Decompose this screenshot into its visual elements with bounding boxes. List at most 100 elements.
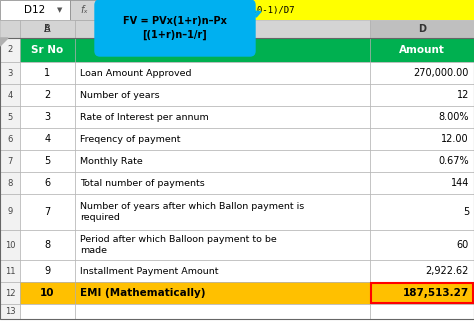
Bar: [20, 106, 75, 128]
Bar: [20, 84, 75, 106]
Bar: [20, 20, 75, 38]
Bar: [20, 282, 75, 304]
Text: 1: 1: [45, 68, 51, 78]
Text: 3: 3: [45, 112, 51, 122]
Text: Sr No: Sr No: [31, 45, 64, 55]
Bar: [0, 38, 474, 319]
Bar: [75, 20, 370, 38]
Text: 4: 4: [45, 134, 51, 144]
Bar: [75, 172, 370, 194]
Text: 2: 2: [8, 45, 13, 54]
Bar: [370, 260, 474, 282]
Text: 6: 6: [7, 134, 13, 143]
Bar: [370, 62, 474, 84]
Text: 7: 7: [45, 207, 51, 217]
Text: Rate of Interest per annum: Rate of Interest per annum: [80, 113, 209, 122]
Bar: [370, 20, 474, 38]
Bar: [20, 230, 75, 260]
Bar: [0, 106, 20, 128]
Bar: [0, 172, 20, 194]
Text: 7: 7: [7, 157, 13, 166]
Bar: [70, 0, 98, 20]
Bar: [371, 283, 473, 303]
Text: C: C: [219, 24, 226, 34]
Text: Number of years after which Ballon payment is
required: Number of years after which Ballon payme…: [80, 202, 304, 222]
Bar: [0, 194, 20, 230]
Bar: [0, 20, 20, 38]
Text: Installment Payment Amount: Installment Payment Amount: [80, 266, 219, 276]
Bar: [75, 260, 370, 282]
Text: 10: 10: [5, 241, 15, 250]
Bar: [0, 260, 20, 282]
Text: 60: 60: [457, 240, 469, 250]
Text: 2: 2: [45, 90, 51, 100]
Text: Period after which Balloon payment to be
made: Period after which Balloon payment to be…: [80, 235, 277, 255]
Bar: [370, 172, 474, 194]
Text: 6: 6: [45, 178, 51, 188]
Text: 13: 13: [5, 307, 15, 316]
Text: 9: 9: [8, 208, 13, 216]
Text: B: B: [44, 24, 51, 34]
Bar: [0, 0, 474, 20]
Bar: [20, 194, 75, 230]
Text: 11: 11: [5, 266, 15, 276]
Text: D12: D12: [24, 5, 46, 15]
Bar: [75, 150, 370, 172]
Text: 8: 8: [45, 240, 51, 250]
Bar: [0, 230, 20, 260]
Text: 12: 12: [456, 90, 469, 100]
Text: Particulars: Particulars: [191, 45, 255, 55]
Bar: [0, 38, 20, 62]
Text: 12: 12: [5, 289, 15, 297]
Text: Loan Amount Approved: Loan Amount Approved: [80, 69, 191, 78]
Bar: [370, 106, 474, 128]
Text: 3: 3: [7, 69, 13, 78]
Text: Total number of payments: Total number of payments: [80, 178, 205, 187]
Bar: [75, 128, 370, 150]
Bar: [0, 62, 20, 84]
Text: 187,513.27: 187,513.27: [403, 288, 469, 298]
Text: D: D: [418, 24, 426, 34]
Bar: [370, 38, 474, 62]
Text: Freqency of payment: Freqency of payment: [80, 134, 181, 143]
Bar: [20, 150, 75, 172]
Text: 2,922.62: 2,922.62: [426, 266, 469, 276]
Bar: [370, 304, 474, 319]
Bar: [0, 150, 20, 172]
Text: fₓ: fₓ: [80, 5, 88, 15]
Bar: [370, 282, 474, 304]
Bar: [98, 0, 474, 20]
Bar: [0, 0, 70, 20]
Bar: [20, 260, 75, 282]
Text: 4: 4: [8, 90, 13, 99]
Text: A: A: [44, 24, 51, 34]
Bar: [0, 128, 20, 150]
Text: 5: 5: [45, 156, 51, 166]
Text: Number of years: Number of years: [80, 90, 160, 99]
Bar: [370, 84, 474, 106]
Bar: [0, 304, 20, 319]
Bar: [75, 230, 370, 260]
Polygon shape: [0, 38, 8, 46]
Bar: [75, 194, 370, 230]
Bar: [75, 304, 370, 319]
Bar: [20, 128, 75, 150]
Text: 12.00: 12.00: [441, 134, 469, 144]
Text: 8: 8: [7, 178, 13, 187]
Bar: [75, 84, 370, 106]
Text: ▼: ▼: [57, 7, 63, 13]
Bar: [20, 38, 75, 62]
Bar: [370, 128, 474, 150]
Bar: [0, 84, 20, 106]
Bar: [370, 230, 474, 260]
Text: 5: 5: [8, 113, 13, 122]
Text: EMI (Mathematically): EMI (Mathematically): [80, 288, 206, 298]
Text: 0.67%: 0.67%: [438, 156, 469, 166]
Text: =D3*(1+D7)^D10-D11*((1+D7)^D10-1)/D7: =D3*(1+D7)^D10-D11*((1+D7)^D10-1)/D7: [102, 5, 295, 14]
Bar: [75, 282, 370, 304]
Bar: [370, 150, 474, 172]
Text: Monthly Rate: Monthly Rate: [80, 157, 143, 166]
Text: 5: 5: [463, 207, 469, 217]
Text: Amount: Amount: [399, 45, 445, 55]
Bar: [0, 282, 20, 304]
